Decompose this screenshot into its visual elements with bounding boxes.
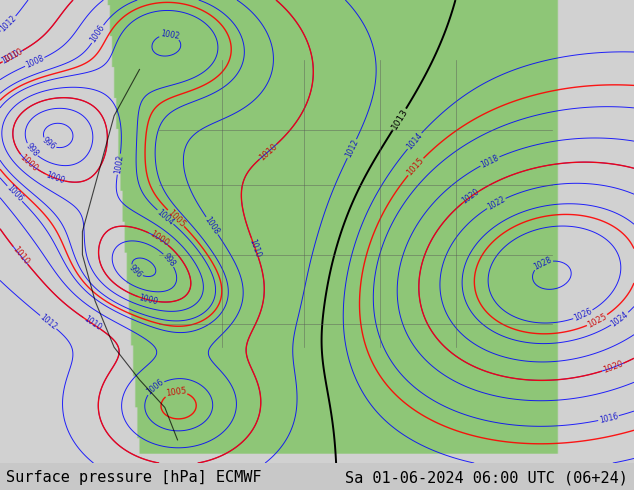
Text: 1028: 1028 — [533, 255, 553, 272]
Text: 1015: 1015 — [405, 156, 426, 177]
Text: 1008: 1008 — [203, 215, 221, 236]
Text: 1002: 1002 — [159, 29, 180, 41]
Text: 1012: 1012 — [38, 313, 58, 332]
Text: 996: 996 — [127, 263, 144, 280]
Text: 1010: 1010 — [247, 237, 262, 258]
Text: 1010: 1010 — [82, 315, 103, 333]
Text: 1000: 1000 — [44, 171, 66, 186]
Text: 1006: 1006 — [145, 378, 165, 397]
Text: 1010: 1010 — [1, 47, 24, 65]
Text: 1022: 1022 — [486, 195, 507, 212]
Text: 1018: 1018 — [479, 153, 500, 170]
Text: 1000: 1000 — [148, 229, 170, 248]
Text: 1016: 1016 — [598, 412, 619, 425]
Text: 1000: 1000 — [18, 152, 39, 173]
Text: 1024: 1024 — [609, 310, 630, 328]
Text: 1008: 1008 — [24, 54, 46, 70]
Text: 1002: 1002 — [113, 154, 125, 174]
Text: 1005: 1005 — [165, 208, 186, 229]
Text: 1004: 1004 — [155, 207, 176, 227]
Text: 1006: 1006 — [89, 24, 107, 45]
Text: 1010: 1010 — [0, 49, 21, 66]
Text: 1026: 1026 — [573, 307, 593, 323]
Text: 1014: 1014 — [404, 131, 424, 151]
Text: 1006: 1006 — [4, 183, 25, 204]
Text: Surface pressure [hPa] ECMWF: Surface pressure [hPa] ECMWF — [6, 470, 262, 486]
Text: 998: 998 — [23, 142, 40, 158]
Text: 1005: 1005 — [165, 387, 187, 398]
Text: 1025: 1025 — [586, 312, 609, 329]
Text: 996: 996 — [40, 136, 57, 152]
Text: 1000: 1000 — [138, 293, 159, 306]
Text: 1020: 1020 — [602, 360, 624, 375]
Text: 1010: 1010 — [257, 142, 279, 162]
Text: 1010: 1010 — [10, 245, 30, 267]
Text: 1012: 1012 — [344, 138, 360, 159]
Text: 998: 998 — [161, 252, 177, 269]
Text: 1020: 1020 — [460, 188, 481, 206]
Text: 1012: 1012 — [0, 14, 18, 34]
Text: Sa 01-06-2024 06:00 UTC (06+24): Sa 01-06-2024 06:00 UTC (06+24) — [345, 470, 628, 486]
Text: 1013: 1013 — [389, 107, 410, 131]
